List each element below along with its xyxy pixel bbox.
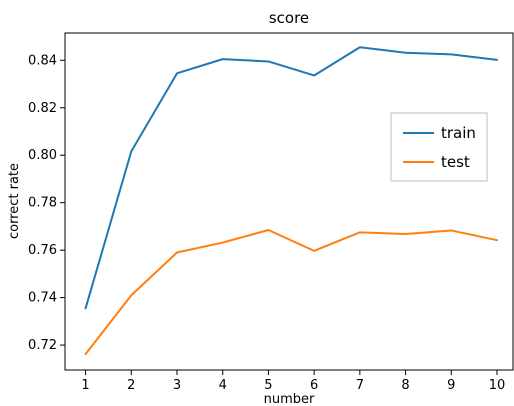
x-tick-label: 1 [81,378,89,393]
x-tick-label: 5 [264,378,272,393]
legend-label: train [441,124,476,142]
x-tick-label: 9 [447,378,455,393]
x-axis-ticks: 1 2 3 4 5 6 7 8 9 10 [81,370,505,393]
chart-title: score [269,9,309,27]
data-point [267,60,271,64]
data-point [404,51,408,55]
legend-box [390,112,488,182]
data-point [449,229,453,233]
series-line-test [84,228,498,356]
data-point [312,74,316,78]
x-tick-label: 7 [356,378,364,393]
y-tick-label: 0.74 [28,291,57,306]
y-tick-label: 0.76 [28,243,57,258]
legend: train test [390,112,488,182]
data-point [312,249,316,253]
x-tick-label: 4 [219,378,227,393]
data-point [221,57,225,61]
legend-item-train: train [403,124,476,142]
y-tick-label: 0.84 [28,53,57,68]
data-point [84,352,88,356]
data-point [358,231,362,235]
y-tick-label: 0.80 [28,148,57,163]
plot-background [65,33,513,370]
y-axis-ticks: 0.72 0.74 0.76 0.78 0.80 0.82 0.84 [28,53,65,353]
x-tick-label: 6 [310,378,318,393]
x-tick-label: 3 [173,378,181,393]
data-point [129,150,133,154]
data-point [495,58,499,62]
y-axis-label: correct rate [7,163,22,239]
series-lines [84,45,499,356]
x-tick-label: 8 [401,378,409,393]
data-point [267,228,271,232]
x-axis-label: number [264,392,315,406]
plot-frame [64,32,514,371]
data-point [175,251,179,255]
data-point [129,293,133,297]
legend-label: test [441,153,470,171]
data-point [221,241,225,245]
data-point [84,306,88,310]
data-point [495,238,499,242]
x-tick-label: 10 [489,378,506,393]
legend-item-test: test [403,153,470,171]
data-point [404,232,408,236]
data-point [449,53,453,57]
y-tick-label: 0.78 [28,196,57,211]
plot-area: 1 2 3 4 5 6 7 8 9 10 0.72 0.74 0.76 0.78 0.80 0.82 0.84 [28,32,514,393]
series-line-train [84,46,498,310]
y-tick-label: 0.82 [28,101,57,116]
data-point [175,72,179,76]
x-tick-label: 2 [127,378,135,393]
data-point [358,45,362,49]
y-tick-label: 0.72 [28,338,57,353]
